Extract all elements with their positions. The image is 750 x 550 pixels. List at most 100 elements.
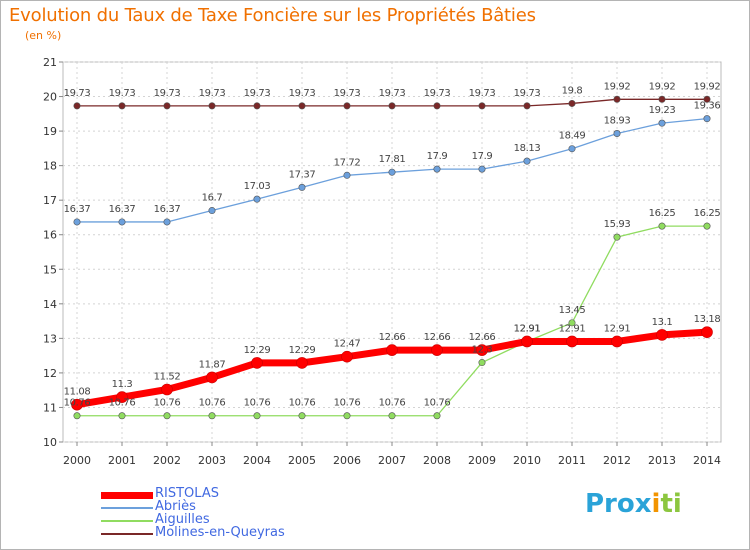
data-label-molines-en-queyras: 19.73: [64, 88, 91, 99]
data-point-ristolas: [611, 335, 623, 348]
data-label-molines-en-queyras: 19.92: [604, 81, 631, 92]
y-tick-label: 20: [43, 91, 57, 104]
data-point-ristolas: [116, 391, 128, 403]
data-point-abri-s: [703, 115, 711, 123]
data-label-abri-s: 17.37: [289, 169, 316, 180]
data-point-aiguilles: [208, 412, 216, 420]
data-label-molines-en-queyras: 19.73: [379, 88, 406, 99]
data-point-molines-en-queyras: [208, 102, 216, 110]
legend-swatch: [101, 507, 153, 509]
data-point-molines-en-queyras: [433, 102, 441, 110]
data-label-aiguilles: 10.76: [334, 398, 361, 409]
x-tick-label: 2007: [378, 454, 406, 467]
legend-label: Abriès: [155, 499, 196, 514]
y-tick-label: 18: [43, 160, 57, 173]
data-label-ristolas: 12.91: [514, 323, 541, 334]
data-point-ristolas: [206, 371, 218, 384]
data-point-ristolas: [476, 344, 488, 356]
data-label-aiguilles: 12.3: [472, 345, 493, 356]
y-tick-label: 17: [43, 194, 57, 207]
data-label-ristolas: 12.91: [604, 323, 631, 334]
data-label-ristolas: 11.87: [199, 359, 226, 370]
legend-label: RISTOLAS: [155, 486, 219, 501]
legend-item: Abriès: [101, 499, 361, 516]
data-label-molines-en-queyras: 19.73: [154, 88, 181, 99]
data-point-aiguilles: [478, 359, 486, 367]
x-tick-label: 2003: [198, 454, 226, 467]
data-point-molines-en-queyras: [658, 95, 666, 103]
data-label-abri-s: 17.72: [334, 157, 361, 168]
data-label-molines-en-queyras: 19.73: [199, 88, 226, 99]
data-point-abri-s: [73, 218, 81, 226]
x-tick-label: 2009: [468, 454, 496, 467]
data-point-abri-s: [568, 145, 576, 153]
x-tick-label: 2013: [648, 454, 676, 467]
data-label-abri-s: 18.93: [604, 116, 631, 127]
data-label-aiguilles: 10.76: [244, 398, 271, 409]
data-label-molines-en-queyras: 19.73: [289, 88, 316, 99]
logo-accent: i: [651, 489, 661, 519]
x-tick-label: 2010: [513, 454, 541, 467]
y-tick-label: 12: [43, 367, 57, 380]
x-tick-label: 2011: [558, 454, 586, 467]
data-label-molines-en-queyras: 19.92: [694, 81, 721, 92]
data-point-aiguilles: [298, 412, 306, 420]
data-point-molines-en-queyras: [568, 99, 576, 107]
data-label-molines-en-queyras: 19.73: [244, 88, 271, 99]
data-label-aiguilles: 10.76: [424, 398, 451, 409]
data-label-aiguilles: 13.45: [559, 305, 586, 316]
data-point-abri-s: [658, 119, 666, 127]
data-label-abri-s: 17.81: [379, 154, 406, 165]
data-point-aiguilles: [613, 233, 621, 241]
y-tick-label: 19: [43, 125, 57, 138]
data-point-ristolas: [656, 329, 668, 341]
data-point-abri-s: [298, 183, 306, 191]
x-tick-label: 2014: [693, 454, 721, 467]
legend-label: Molines-en-Queyras: [155, 525, 285, 540]
legend-label: Aiguilles: [155, 512, 210, 527]
data-label-abri-s: 17.9: [427, 151, 448, 162]
data-label-ristolas: 12.66: [379, 332, 406, 343]
legend-item: Aiguilles: [101, 512, 361, 529]
data-point-ristolas: [296, 357, 308, 369]
data-label-ristolas: 12.91: [559, 323, 586, 334]
data-label-aiguilles: 10.76: [109, 398, 136, 409]
y-tick-label: 10: [43, 436, 57, 449]
data-point-aiguilles: [658, 222, 666, 230]
data-point-abri-s: [478, 165, 486, 173]
data-point-molines-en-queyras: [163, 102, 171, 110]
chart-unit: (en %): [25, 29, 62, 42]
y-tick-label: 11: [43, 401, 57, 414]
data-label-ristolas: 11.08: [64, 387, 91, 398]
data-point-ristolas: [341, 350, 353, 363]
data-point-abri-s: [343, 171, 351, 179]
data-point-abri-s: [388, 168, 396, 176]
data-point-ristolas: [71, 398, 83, 411]
data-label-molines-en-queyras: 19.92: [649, 81, 676, 92]
data-label-ristolas: 12.66: [469, 332, 496, 343]
data-point-molines-en-queyras: [343, 102, 351, 110]
data-point-ristolas: [521, 335, 533, 348]
data-point-abri-s: [118, 218, 126, 226]
x-tick-label: 2004: [243, 454, 271, 467]
x-tick-label: 2006: [333, 454, 361, 467]
data-label-ristolas: 12.29: [244, 345, 271, 356]
data-point-abri-s: [253, 195, 261, 203]
legend-swatch: [101, 533, 153, 535]
data-label-molines-en-queyras: 19.73: [469, 88, 496, 99]
data-label-ristolas: 13.1: [652, 317, 673, 328]
data-label-abri-s: 19.36: [694, 101, 721, 112]
proxiti-logo: Proxiti: [585, 489, 682, 519]
data-label-aiguilles: 12.91: [514, 323, 541, 334]
data-label-molines-en-queyras: 19.73: [424, 88, 451, 99]
data-label-abri-s: 18.49: [559, 131, 586, 142]
legend-swatch: [101, 520, 153, 522]
data-point-ristolas: [566, 335, 578, 348]
x-tick-label: 2002: [153, 454, 181, 467]
data-point-ristolas: [431, 344, 443, 356]
data-point-aiguilles: [163, 412, 171, 420]
data-point-molines-en-queyras: [613, 95, 621, 103]
data-point-molines-en-queyras: [703, 95, 711, 103]
data-label-aiguilles: 15.93: [604, 219, 631, 230]
